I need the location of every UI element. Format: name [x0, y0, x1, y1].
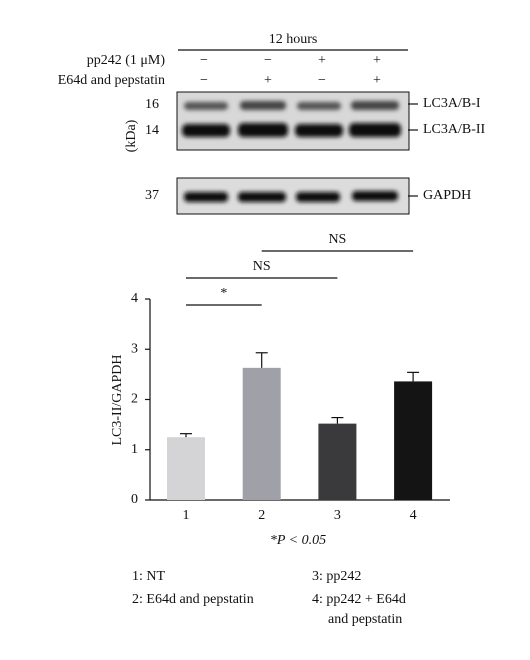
- treatment-label: pp242 (1 μM): [87, 53, 166, 68]
- x-tick-label: 3: [334, 508, 341, 523]
- treatment-sign: +: [373, 73, 381, 88]
- legend-note: 4: pp242 + E64d: [312, 592, 406, 607]
- bar: [394, 381, 433, 500]
- y-tick-label: 4: [131, 291, 138, 306]
- band-label: GAPDH: [423, 188, 471, 203]
- legend-note: and pepstatin: [328, 612, 402, 627]
- y-axis-label: LC3-II/GAPDH: [110, 355, 125, 446]
- marker-size: 14: [145, 123, 159, 138]
- y-tick-label: 3: [131, 341, 138, 356]
- significance-label: NS: [253, 259, 271, 274]
- x-tick-label: 4: [410, 508, 417, 523]
- x-tick-label: 2: [258, 508, 265, 523]
- marker-size: 16: [145, 97, 159, 112]
- marker-size: 37: [145, 188, 159, 203]
- treatment-sign: +: [264, 73, 272, 88]
- footnote: *P < 0.05: [270, 533, 326, 548]
- bar: [318, 423, 357, 500]
- legend-note: 1: NT: [132, 569, 166, 584]
- treatment-sign: −: [264, 53, 272, 68]
- lc3-bands: [182, 101, 401, 137]
- legend-note: 3: pp242: [312, 569, 361, 584]
- significance-label: NS: [328, 232, 346, 247]
- band-label: LC3A/B-I: [423, 96, 481, 111]
- treatment-sign: −: [318, 73, 326, 88]
- lc3-blot: [176, 91, 410, 151]
- marker-unit: (kDa): [124, 119, 139, 152]
- treatment-sign: +: [318, 53, 326, 68]
- y-tick-label: 0: [131, 492, 138, 507]
- legend-note: 2: E64d and pepstatin: [132, 592, 254, 607]
- y-tick-label: 1: [131, 442, 138, 457]
- treatment-sign: −: [200, 53, 208, 68]
- treatment-sign: +: [373, 53, 381, 68]
- gapdh-bands: [184, 191, 398, 202]
- significance-label: *: [220, 286, 227, 301]
- x-tick-label: 1: [183, 508, 190, 523]
- y-tick-label: 2: [131, 392, 138, 407]
- bar: [167, 437, 205, 500]
- treatment-label: E64d and pepstatin: [58, 73, 165, 88]
- treatment-sign: −: [200, 73, 208, 88]
- band-label: LC3A/B-II: [423, 122, 486, 137]
- time-label: 12 hours: [269, 32, 318, 47]
- bar: [242, 367, 281, 500]
